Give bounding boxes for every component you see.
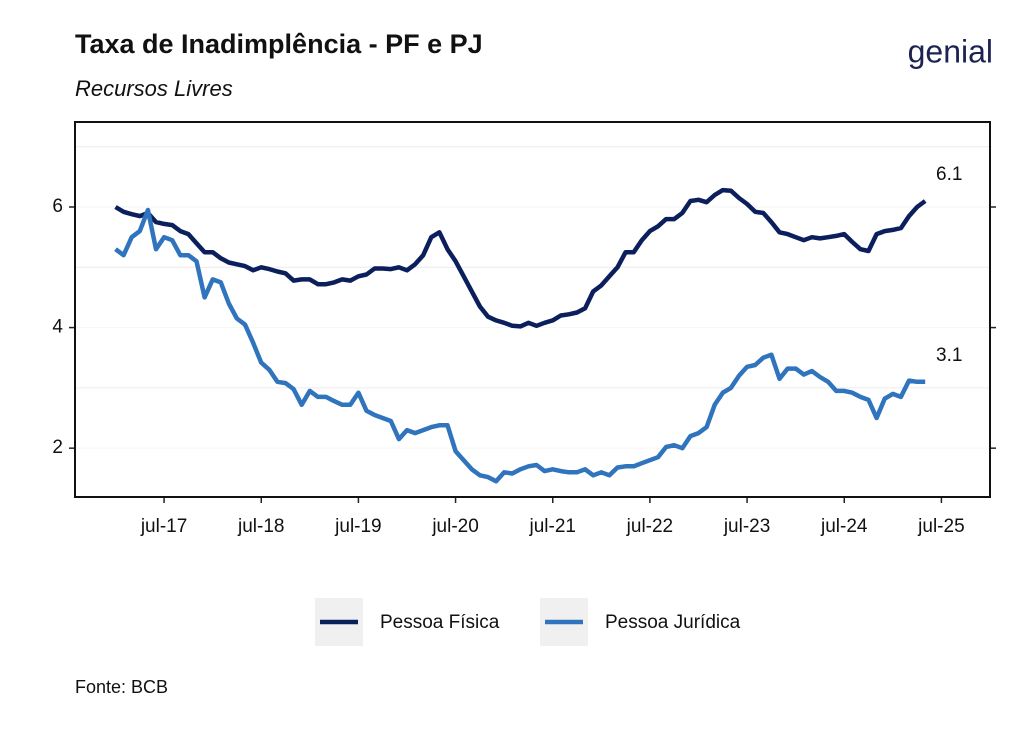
series-line: [114, 207, 926, 484]
logo: genial: [908, 33, 993, 69]
y-tick-label: 6: [52, 196, 63, 217]
y-tick-label: 4: [52, 317, 63, 338]
x-tick-label: jul-21: [529, 516, 576, 537]
end-label: 3.1: [936, 345, 962, 366]
y-tick-label: 2: [52, 437, 63, 458]
chart-title: Taxa de Inadimplência - PF e PJ: [75, 29, 483, 59]
x-tick-label: jul-17: [140, 516, 187, 537]
end-label: 6.1: [936, 164, 962, 185]
source: Fonte: BCB: [75, 677, 168, 697]
legend-label: Pessoa Jurídica: [605, 612, 741, 633]
x-tick-label: jul-19: [334, 516, 381, 537]
x-tick-label: jul-18: [237, 516, 284, 537]
legend-label: Pessoa Física: [380, 612, 500, 633]
x-tick-label: jul-25: [917, 516, 964, 537]
x-tick-label: jul-23: [723, 516, 770, 537]
x-tick-label: jul-22: [626, 516, 673, 537]
plot-frame: [74, 121, 991, 498]
chart-subtitle: Recursos Livres: [75, 76, 233, 101]
series-line: [114, 187, 927, 329]
x-tick-label: jul-24: [820, 516, 868, 537]
x-tick-label: jul-20: [431, 516, 478, 537]
